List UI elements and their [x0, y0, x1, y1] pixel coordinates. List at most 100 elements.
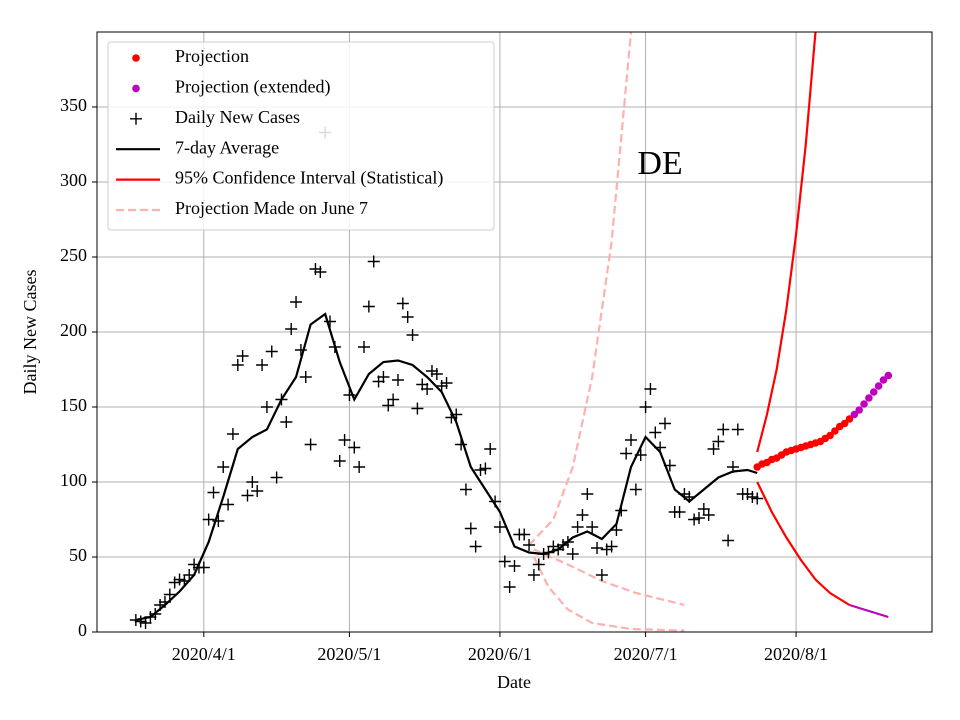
daily-marker	[163, 588, 176, 601]
legend-label: Projection Made on June 7	[175, 198, 368, 218]
daily-marker	[294, 344, 307, 356]
legend-box	[107, 41, 495, 231]
daily-marker	[260, 401, 273, 413]
projection-extended-dot	[869, 388, 878, 396]
daily-marker	[212, 515, 225, 527]
daily-marker	[299, 371, 312, 383]
y-axis-label: Daily New Cases	[20, 270, 40, 395]
daily-marker	[382, 399, 395, 412]
daily-marker	[586, 521, 599, 533]
x-tick-label: 2020/5/1	[317, 644, 381, 664]
daily-marker	[387, 393, 400, 406]
projection-dot	[840, 419, 849, 428]
legend-swatch	[132, 84, 140, 93]
daily-marker	[489, 495, 502, 508]
projection-extended-dot	[865, 394, 873, 402]
daily-marker	[459, 483, 472, 496]
daily-marker	[566, 548, 579, 560]
daily-marker	[241, 489, 254, 502]
daily-marker	[639, 401, 652, 413]
daily-marker	[542, 546, 555, 559]
projection-dot	[845, 415, 854, 423]
daily-marker	[658, 417, 671, 430]
daily-marker	[615, 504, 628, 517]
daily-marker	[149, 608, 162, 620]
projection-dot	[826, 431, 834, 440]
daily-marker	[508, 560, 521, 572]
daily-marker	[280, 416, 293, 428]
projection-dot	[831, 427, 839, 435]
daily-marker	[503, 581, 516, 593]
daily-marker	[139, 617, 152, 629]
daily-marker	[464, 522, 477, 535]
daily-marker	[561, 536, 574, 548]
daily-marker	[396, 297, 409, 310]
daily-marker	[353, 461, 366, 473]
y-tick-label: 0	[78, 620, 87, 640]
ci-lower-line	[756, 481, 851, 606]
daily-marker	[425, 365, 438, 377]
daily-marker	[217, 461, 230, 473]
daily-marker	[173, 573, 186, 586]
daily-marker	[314, 266, 327, 278]
daily-marker	[731, 423, 744, 436]
daily-marker	[595, 569, 608, 581]
daily-marker	[158, 596, 171, 608]
y-tick-label: 150	[60, 395, 87, 415]
daily-marker	[304, 438, 317, 451]
x-tick-label: 2020/6/1	[468, 644, 532, 664]
daily-marker	[746, 491, 759, 503]
daily-marker	[188, 558, 201, 571]
daily-marker	[663, 459, 676, 472]
daily-marker	[358, 341, 371, 353]
legend-label: Daily New Cases	[175, 107, 300, 127]
daily-marker	[722, 534, 735, 547]
daily-marker	[246, 476, 259, 488]
daily-marker	[256, 359, 269, 371]
projection-extended-dot	[860, 400, 868, 408]
daily-marker	[183, 569, 196, 581]
daily-marker	[129, 614, 142, 626]
daily-marker	[202, 513, 215, 526]
daily-marker	[600, 543, 613, 556]
daily-marker	[377, 371, 390, 383]
daily-marker	[688, 513, 701, 526]
daily-marker	[348, 441, 361, 454]
daily-marker	[571, 521, 584, 533]
x-tick-label: 2020/4/1	[172, 644, 236, 664]
daily-marker	[707, 443, 720, 455]
y-tick-label: 350	[60, 95, 87, 115]
daily-marker	[445, 411, 458, 424]
daily-marker	[498, 555, 511, 568]
daily-marker	[581, 488, 594, 500]
daily-marker	[421, 383, 434, 395]
daily-marker	[605, 540, 618, 553]
projection-extended-dot	[884, 371, 893, 380]
daily-marker	[207, 486, 220, 499]
daily-marker	[338, 434, 351, 446]
legend: Projection Projection (extended) Daily New…	[107, 41, 495, 231]
daily-marker	[391, 374, 404, 386]
projection-extended-dot	[874, 382, 883, 390]
daily-marker	[168, 576, 181, 589]
daily-marker	[493, 521, 506, 533]
daily-marker	[450, 408, 463, 421]
daily-marker	[610, 524, 623, 536]
daily-marker	[644, 383, 657, 395]
daily-marker	[683, 491, 696, 503]
daily-marker	[469, 540, 482, 553]
projection-extended-dot	[855, 406, 863, 414]
daily-marker	[547, 540, 560, 553]
y-tick-label: 300	[60, 170, 87, 190]
daily-marker	[532, 558, 545, 571]
daily-marker	[518, 528, 531, 541]
daily-marker	[411, 402, 424, 415]
y-tick-label: 250	[60, 245, 87, 265]
projection-extended-dot	[879, 376, 888, 384]
daily-marker	[702, 509, 715, 521]
daily-marker	[634, 449, 647, 461]
daily-marker	[144, 611, 157, 623]
daily-marker	[620, 447, 633, 460]
daily-marker	[576, 509, 589, 521]
daily-marker	[678, 488, 691, 500]
